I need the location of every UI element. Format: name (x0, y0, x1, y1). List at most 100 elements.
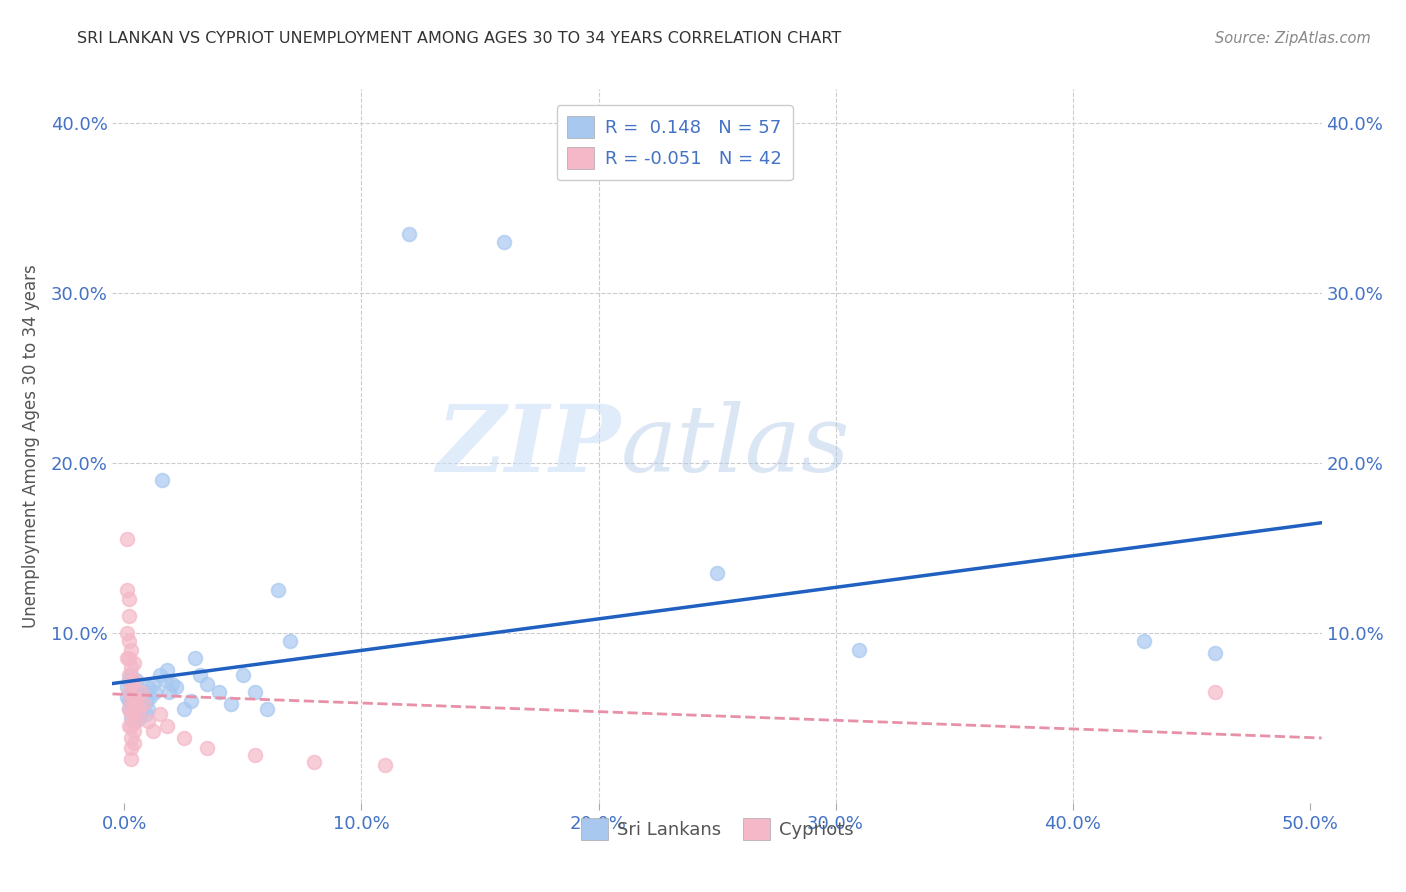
Point (115, 583, 138, 598)
Point (122, 690, 145, 705)
Point (1204, 685, 1226, 699)
Point (120, 694, 142, 708)
Point (118, 719, 141, 733)
Point (115, 690, 138, 705)
Point (173, 731, 195, 746)
Point (120, 687, 142, 701)
Point (232, 668, 254, 682)
Point (115, 651, 138, 665)
Point (243, 685, 266, 699)
Point (120, 643, 142, 657)
Point (160, 677, 183, 691)
Point (153, 673, 176, 688)
Point (129, 690, 152, 705)
Point (142, 677, 165, 691)
Point (188, 668, 211, 682)
Point (219, 698, 242, 712)
Point (398, 227, 420, 241)
Point (120, 741, 142, 756)
Point (122, 724, 145, 739)
Point (132, 698, 155, 712)
Point (125, 714, 148, 729)
Point (122, 673, 145, 688)
Point (128, 702, 150, 716)
Point (118, 608, 141, 623)
Point (118, 694, 141, 708)
Point (132, 698, 155, 712)
Point (122, 702, 145, 716)
Point (125, 707, 148, 722)
Text: ZIP: ZIP (436, 401, 620, 491)
Point (243, 748, 266, 763)
Point (125, 698, 148, 712)
Point (267, 583, 290, 598)
Point (120, 660, 142, 674)
Text: Source: ZipAtlas.com: Source: ZipAtlas.com (1215, 31, 1371, 46)
Point (149, 668, 172, 682)
Point (125, 685, 148, 699)
Point (166, 680, 188, 694)
Point (129, 685, 152, 699)
Point (278, 634, 301, 648)
Point (120, 707, 142, 722)
Point (122, 657, 145, 671)
Point (120, 698, 142, 712)
Y-axis label: Unemployment Among Ages 30 to 34 years: Unemployment Among Ages 30 to 34 years (21, 264, 39, 628)
Point (135, 707, 157, 722)
Point (122, 714, 145, 729)
Point (132, 683, 155, 698)
Point (120, 668, 142, 682)
Point (118, 702, 141, 716)
Point (184, 651, 207, 665)
Point (135, 694, 157, 708)
Point (492, 235, 515, 249)
Point (374, 758, 396, 772)
Point (118, 685, 141, 699)
Point (142, 724, 165, 739)
Point (157, 685, 180, 699)
Point (136, 714, 159, 729)
Point (256, 702, 278, 716)
Point (115, 626, 138, 640)
Point (128, 711, 150, 725)
Point (125, 698, 148, 712)
Point (848, 643, 870, 657)
Point (128, 685, 150, 699)
Point (195, 677, 218, 691)
Legend: Sri Lankans, Cypriots: Sri Lankans, Cypriots (574, 811, 860, 847)
Text: atlas: atlas (620, 401, 849, 491)
Point (120, 751, 142, 765)
Point (173, 702, 195, 716)
Point (149, 707, 172, 722)
Point (128, 698, 150, 712)
Point (706, 566, 728, 581)
Point (1133, 634, 1156, 648)
Point (120, 719, 142, 733)
Point (120, 677, 142, 691)
Point (122, 736, 145, 750)
Point (118, 634, 141, 648)
Point (125, 673, 148, 688)
Point (150, 473, 173, 487)
Point (139, 690, 162, 705)
Point (118, 651, 141, 665)
Text: SRI LANKAN VS CYPRIOT UNEMPLOYMENT AMONG AGES 30 TO 34 YEARS CORRELATION CHART: SRI LANKAN VS CYPRIOT UNEMPLOYMENT AMONG… (77, 31, 842, 46)
Point (136, 680, 159, 694)
Point (120, 677, 142, 691)
Point (115, 533, 138, 547)
Point (129, 702, 152, 716)
Point (122, 707, 145, 722)
Point (118, 668, 141, 682)
Point (302, 755, 325, 769)
Point (120, 711, 142, 725)
Point (120, 731, 142, 746)
Point (136, 702, 159, 716)
Point (118, 702, 141, 716)
Point (118, 673, 141, 688)
Point (122, 680, 145, 694)
Point (118, 591, 141, 606)
Point (156, 663, 179, 677)
Point (208, 685, 231, 699)
Point (115, 680, 138, 694)
Point (180, 694, 202, 708)
